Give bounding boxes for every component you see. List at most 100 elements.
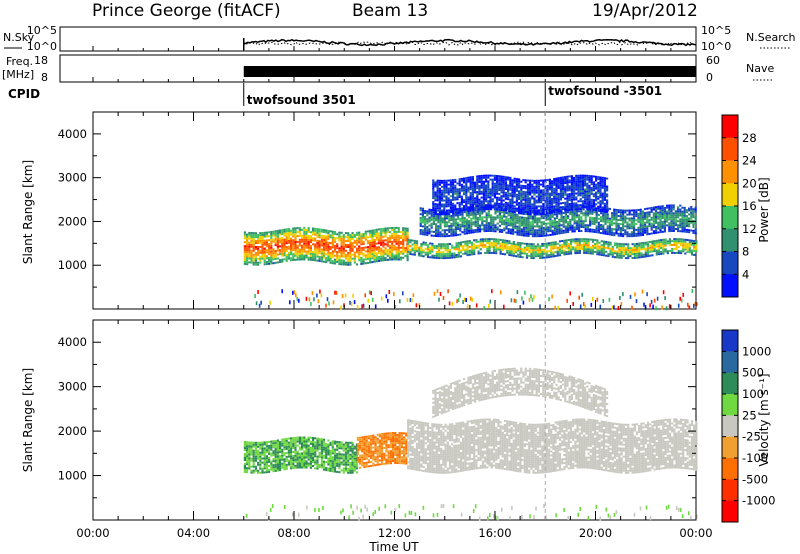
power-cell <box>399 246 403 249</box>
power-cell <box>573 196 576 199</box>
power-cell <box>581 202 584 205</box>
velocity-cell <box>261 443 264 446</box>
power-cell <box>338 233 341 236</box>
power-cell <box>272 254 275 257</box>
power-cell <box>424 210 427 212</box>
power-cell <box>316 235 319 238</box>
power-cell <box>529 191 532 194</box>
power-cell <box>254 236 257 239</box>
power-cell <box>553 229 556 232</box>
power-cell <box>386 254 389 257</box>
power-cell <box>538 217 541 220</box>
power-cell <box>664 250 667 253</box>
power-cell <box>358 239 361 242</box>
power-cell <box>469 182 472 185</box>
power-cell <box>443 221 446 224</box>
power-cell <box>454 190 457 193</box>
power-cell <box>421 225 424 228</box>
power-cell <box>259 257 262 260</box>
power-cell <box>333 262 337 265</box>
power-cell <box>433 244 436 247</box>
power-cell <box>467 176 470 179</box>
power-cell <box>619 215 622 218</box>
power-cell <box>602 246 606 249</box>
power-cell <box>503 304 505 309</box>
power-cell <box>276 243 279 246</box>
velocity-heatmap <box>243 367 698 521</box>
power-cell <box>492 222 495 225</box>
power-cell <box>661 222 664 225</box>
power-cell <box>458 190 461 193</box>
power-cell <box>474 219 477 222</box>
power-cell <box>377 228 381 231</box>
power-cell <box>670 208 673 211</box>
velocity-cell <box>254 453 257 456</box>
power-cell <box>679 250 683 253</box>
power-cell <box>546 190 549 193</box>
power-cell <box>564 182 567 184</box>
power-cell <box>449 199 452 202</box>
power-cell <box>501 217 504 220</box>
power-cell <box>650 216 653 219</box>
power-cell <box>421 217 424 220</box>
power-cell <box>629 249 632 252</box>
power-cell <box>591 222 594 225</box>
power-cell <box>573 202 576 205</box>
power-cell <box>322 241 326 243</box>
velocity-cell <box>257 469 260 472</box>
power-cell <box>515 299 517 304</box>
power-cell <box>553 205 556 208</box>
velocity-cell <box>250 451 253 454</box>
power-cell <box>443 207 446 210</box>
power-cell <box>259 261 262 264</box>
power-cell <box>507 232 510 234</box>
power-cell <box>558 240 562 243</box>
power-cell <box>548 180 551 183</box>
power-cell <box>380 255 383 258</box>
power-cell <box>638 250 641 253</box>
power-cell <box>656 296 659 301</box>
power-cell <box>693 253 696 256</box>
power-cell <box>593 207 596 210</box>
velocity-cell <box>265 451 268 454</box>
power-cell <box>450 224 453 227</box>
power-cell <box>633 247 636 249</box>
power-cell <box>690 205 693 208</box>
power-cell <box>369 255 372 258</box>
power-cell <box>529 213 532 216</box>
power-cell <box>382 259 385 262</box>
velocity-cell <box>246 449 249 452</box>
power-cell <box>597 195 600 198</box>
power-cell <box>432 215 435 218</box>
power-cell <box>657 247 661 250</box>
power-cell <box>546 192 549 195</box>
power-cell <box>530 245 533 248</box>
power-cell <box>562 206 565 208</box>
power-cell <box>556 242 559 245</box>
power-cell <box>595 175 598 178</box>
power-cell <box>478 179 481 181</box>
power-cell <box>441 209 444 212</box>
power-cell <box>533 205 536 208</box>
power-cell <box>666 224 669 227</box>
power-cell <box>418 254 421 257</box>
power-cell <box>551 209 554 212</box>
power-cell <box>507 188 510 191</box>
power-cell <box>452 195 455 197</box>
power-cell <box>615 228 618 231</box>
power-cell <box>520 218 523 221</box>
power-cell <box>672 230 675 232</box>
power-cell <box>655 221 658 224</box>
power-cell <box>360 260 363 263</box>
power-cell <box>507 190 510 193</box>
power-cell <box>611 251 614 254</box>
power-cell <box>588 175 591 177</box>
power-cell <box>442 296 445 300</box>
power-cell <box>441 211 444 214</box>
power-cell <box>465 206 468 209</box>
velocity-cell <box>265 455 268 458</box>
power-cell <box>329 236 332 239</box>
power-cell <box>599 304 602 309</box>
power-cell <box>522 202 525 205</box>
power-cell <box>607 245 610 248</box>
